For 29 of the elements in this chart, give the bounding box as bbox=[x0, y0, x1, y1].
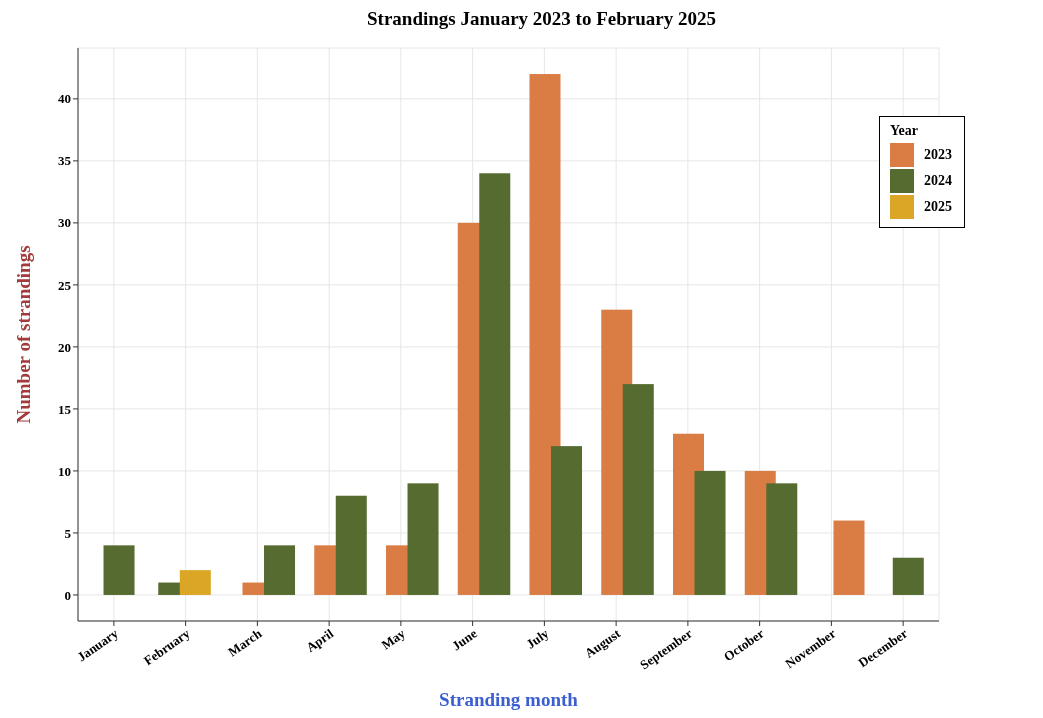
bar bbox=[766, 483, 798, 595]
y-axis-title: Number of strandings bbox=[12, 245, 34, 424]
y-tick-label: 5 bbox=[64, 525, 72, 541]
y-tick-label: 20 bbox=[58, 339, 71, 355]
x-axis-title: Stranding month bbox=[439, 689, 579, 710]
legend-label: 2023 bbox=[924, 147, 952, 163]
y-tick-label: 15 bbox=[58, 401, 72, 417]
y-tick-label: 10 bbox=[58, 463, 71, 479]
bar bbox=[179, 570, 211, 595]
chart-title: Strandings January 2023 to February 2025 bbox=[366, 8, 717, 31]
bar bbox=[694, 470, 726, 595]
bar bbox=[264, 545, 296, 595]
y-tick-label: 0 bbox=[64, 587, 71, 603]
bar bbox=[622, 384, 654, 595]
x-tick-label: June bbox=[449, 625, 480, 654]
legend-label: 2024 bbox=[924, 173, 952, 189]
bar bbox=[407, 483, 439, 595]
y-tick-label: 35 bbox=[58, 153, 72, 169]
x-tick-label: July bbox=[523, 625, 552, 652]
bar bbox=[551, 446, 583, 595]
y-tick-label: 40 bbox=[58, 91, 71, 107]
legend-title: Year bbox=[890, 123, 919, 139]
bar bbox=[479, 173, 511, 595]
y-tick-label: 25 bbox=[58, 277, 72, 293]
y-tick-label: 30 bbox=[58, 215, 71, 231]
bar bbox=[335, 495, 367, 595]
x-tick-label: May bbox=[378, 625, 409, 653]
legend-label: 2025 bbox=[924, 199, 952, 215]
bar bbox=[529, 74, 561, 595]
